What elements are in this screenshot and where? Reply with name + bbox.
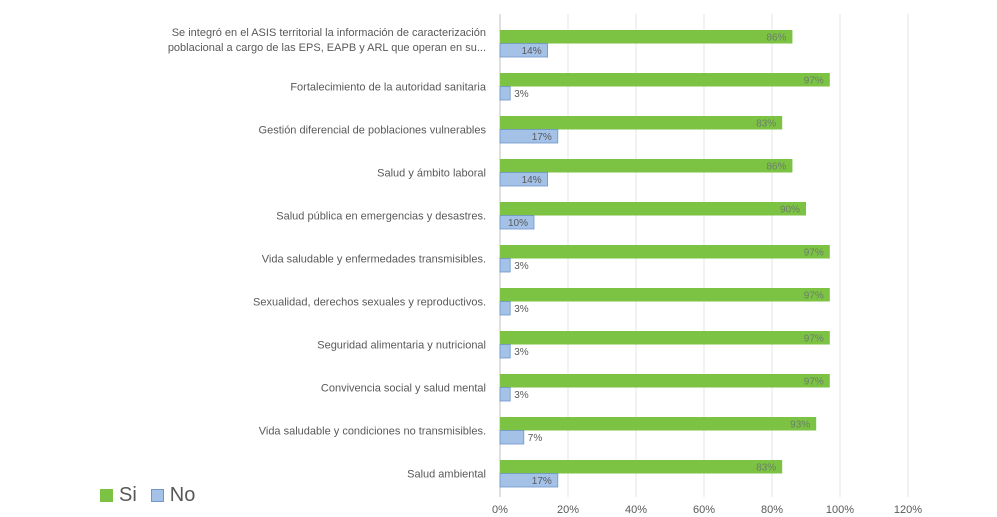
data-label-si: 93%	[790, 420, 810, 431]
bar-no	[499, 215, 535, 230]
bars	[499, 30, 830, 488]
data-label-no: 3%	[514, 89, 529, 100]
category-label: Gestión diferencial de poblaciones vulne…	[259, 125, 487, 137]
data-label-no: 17%	[532, 476, 552, 487]
x-tick-label: 0%	[492, 504, 508, 516]
category-labels: Se integró en el ASIS territorial la inf…	[168, 27, 487, 481]
x-tick-label: 20%	[557, 504, 579, 516]
bar-si	[500, 417, 817, 431]
bar-no	[499, 86, 511, 101]
data-label-si: 86%	[766, 162, 786, 173]
category-label: Sexualidad, derechos sexuales y reproduc…	[253, 297, 486, 309]
data-label-no: 3%	[514, 304, 529, 315]
category-label: Salud y ámbito laboral	[377, 168, 486, 180]
category-label: Convivencia social y salud mental	[321, 383, 486, 395]
bar-si	[500, 245, 830, 259]
data-label-no: 14%	[522, 46, 542, 57]
x-tick-label: 60%	[693, 504, 715, 516]
legend-item-si: Si	[100, 484, 137, 507]
legend-swatch-no	[150, 489, 164, 502]
data-label-si: 97%	[804, 76, 824, 87]
x-tick-label: 40%	[625, 504, 647, 516]
data-label-si: 86%	[766, 33, 786, 44]
category-label: Vida saludable y enfermedades transmisib…	[262, 254, 486, 266]
bar-no	[499, 301, 511, 316]
data-label-no: 14%	[522, 175, 542, 186]
legend-swatch-si	[100, 489, 113, 502]
bar-no	[499, 258, 511, 273]
data-labels: 86% 14% 97% 3% 83% 17% 86% 14% 90% 10% 97% 3% 97% 3% 9…	[508, 33, 824, 488]
bar-no	[499, 43, 548, 58]
data-label-si: 83%	[756, 119, 776, 130]
legend-label-no: No	[169, 484, 196, 506]
bar-no	[499, 344, 511, 359]
legend: Si No	[100, 484, 209, 507]
category-label: Salud pública en emergencias y desastres…	[276, 211, 486, 223]
bar-no	[499, 430, 525, 445]
bar-no	[499, 172, 548, 187]
legend-item-no: No	[150, 484, 196, 507]
x-tick-labels: 0% 20% 40% 60% 80% 100% 120%	[492, 504, 922, 516]
bar-si	[500, 202, 806, 216]
data-label-no: 17%	[532, 132, 552, 143]
bar-si	[500, 331, 830, 345]
bar-no	[499, 473, 559, 488]
data-label-si: 97%	[804, 291, 824, 302]
category-label: Fortalecimiento de la autoridad sanitari…	[290, 82, 487, 94]
data-label-no: 7%	[528, 433, 543, 444]
bar-no	[499, 387, 511, 402]
data-label-si: 83%	[756, 463, 776, 474]
bar-si	[500, 30, 793, 44]
legend-label-si: Si	[119, 484, 137, 506]
data-label-si: 90%	[780, 205, 800, 216]
category-label: Se integró en el ASIS territorial la inf…	[172, 27, 486, 39]
x-tick-label: 120%	[894, 504, 922, 516]
data-label-no: 10%	[508, 218, 528, 229]
x-tick-label: 100%	[826, 504, 854, 516]
bar-si	[500, 460, 783, 474]
data-label-si: 97%	[804, 248, 824, 259]
category-label: Salud ambiental	[407, 469, 486, 481]
bar-si	[500, 159, 793, 173]
data-label-no: 3%	[514, 261, 529, 272]
x-tick-label: 80%	[761, 504, 783, 516]
category-label: Seguridad alimentaria y nutricional	[317, 340, 486, 352]
bar-si	[500, 73, 830, 87]
bar-si	[500, 116, 783, 130]
category-label: Vida saludable y condiciones no transmis…	[259, 426, 486, 438]
bar-no	[499, 129, 559, 144]
data-label-si: 97%	[804, 377, 824, 388]
data-label-si: 97%	[804, 334, 824, 345]
bar-si	[500, 374, 830, 388]
category-label: poblacional a cargo de las EPS, EAPB y A…	[168, 42, 486, 54]
bar-si	[500, 288, 830, 302]
data-label-no: 3%	[514, 390, 529, 401]
data-label-no: 3%	[514, 347, 529, 358]
